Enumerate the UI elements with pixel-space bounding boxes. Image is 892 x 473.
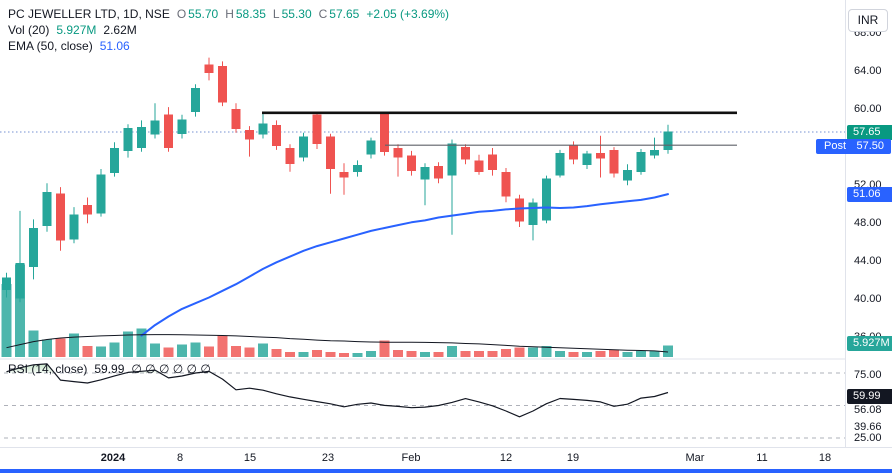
rsi-hidden-values: ∅ ∅ ∅ ∅ ∅ ∅ xyxy=(131,362,211,376)
time-axis[interactable]: 2024 8 15 23 Feb 12 19 Mar 11 18 xyxy=(0,447,892,470)
price-axis-tick: 75.00 xyxy=(854,369,882,381)
time-axis-label: 12 xyxy=(499,452,513,464)
price-axis-tick: 48.00 xyxy=(854,217,882,229)
time-axis-label: 11 xyxy=(756,452,768,464)
ema-indicator-row[interactable]: EMA (50, close) 51.06 xyxy=(8,39,130,53)
ema-indicator-label: EMA (50, close) xyxy=(8,39,93,53)
price-axis-tick: 60.00 xyxy=(854,103,882,115)
volume-value: 5.927M xyxy=(56,23,97,37)
price-axis[interactable]: INR 68.0064.0060.0052.0048.0044.0040.003… xyxy=(845,0,892,447)
time-axis-label: 15 xyxy=(243,452,257,464)
price-axis-tick: 25.00 xyxy=(854,432,882,444)
low-value: L 55.30 xyxy=(272,7,312,21)
time-axis-label: Feb xyxy=(401,452,421,464)
change-value: +2.05 (+3.69%) xyxy=(366,7,450,21)
price-axis-tick: 39.66 xyxy=(854,421,882,433)
time-axis-label: 23 xyxy=(321,452,335,464)
price-badge: 51.06 xyxy=(847,186,892,202)
symbol-info-row[interactable]: PC JEWELLER LTD, 1D, NSE O 55.70 H 58.35 L… xyxy=(8,7,449,21)
rsi-indicator-label: RSI (14, close) xyxy=(8,362,88,376)
symbol-title[interactable]: PC JEWELLER LTD, 1D, NSE xyxy=(8,7,170,21)
time-axis-label: 2024 xyxy=(100,452,126,464)
price-badge: 5.927M xyxy=(847,335,892,351)
price-axis-tick: 56.08 xyxy=(854,404,882,416)
close-value: C 57.65 xyxy=(318,7,360,21)
time-axis-label: 18 xyxy=(818,452,832,464)
post-price-value: 57.50 xyxy=(856,139,884,152)
chart-canvas[interactable] xyxy=(0,0,845,447)
bottom-accent-bar xyxy=(0,469,892,473)
currency-toggle-button[interactable]: INR xyxy=(848,9,888,32)
price-axis-tick: 64.00 xyxy=(854,65,882,77)
volume-ma-value: 2.62M xyxy=(103,23,137,37)
ema-value: 51.06 xyxy=(99,39,130,53)
post-label: Post xyxy=(824,139,847,152)
time-axis-label: 8 xyxy=(176,452,184,464)
price-badge: 59.99 xyxy=(847,388,892,404)
post-market-price-badge: Post 57.50 xyxy=(816,138,891,154)
volume-indicator-row[interactable]: Vol (20) 5.927M 2.62M xyxy=(8,23,137,37)
rsi-indicator-row[interactable]: RSI (14, close) 59.99 ∅ ∅ ∅ ∅ ∅ ∅ xyxy=(8,362,211,376)
time-axis-label: Mar xyxy=(685,452,705,464)
open-value: O 55.70 xyxy=(176,7,219,21)
price-axis-tick: 40.00 xyxy=(854,293,882,305)
price-badge: 57.65 xyxy=(847,124,892,140)
high-value: H 58.35 xyxy=(225,7,266,21)
time-axis-label: 19 xyxy=(566,452,580,464)
rsi-value: 59.99 xyxy=(94,362,125,376)
price-axis-tick: 44.00 xyxy=(854,255,882,267)
volume-indicator-label: Vol (20) xyxy=(8,23,50,37)
